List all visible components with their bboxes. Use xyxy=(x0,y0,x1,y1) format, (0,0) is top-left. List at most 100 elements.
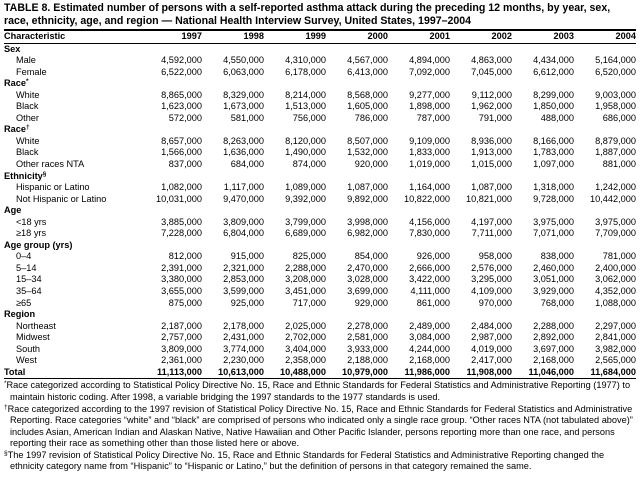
section-row: Race† xyxy=(4,124,636,136)
cell-value: 781,000 xyxy=(602,251,636,262)
year-header: 2002 xyxy=(450,28,512,44)
row-label: White xyxy=(16,135,40,146)
cell-value: 2,581,000 xyxy=(347,332,388,343)
cell-value: 1,887,000 xyxy=(595,147,636,158)
row-label: West xyxy=(16,355,37,366)
section-cell: Sex xyxy=(4,43,636,55)
footnote-mark: * xyxy=(25,78,29,86)
row-label: <18 yrs xyxy=(16,216,47,227)
cell-value: 4,197,000 xyxy=(471,216,512,227)
cell-value: 3,933,000 xyxy=(347,343,388,354)
cell-value: 9,109,000 xyxy=(409,135,450,146)
section-cell: Age xyxy=(4,205,636,217)
cell-value: 926,000 xyxy=(416,251,450,262)
cell-value: 3,799,000 xyxy=(285,216,326,227)
data-row: Male 4,592,000 4,550,000 4,310,000 4,567,000… xyxy=(4,55,636,67)
cell-value: 2,358,000 xyxy=(285,355,326,366)
footnote: †Race categorized according to the 1997 … xyxy=(4,404,636,449)
cell-value: 3,051,000 xyxy=(533,274,574,285)
section-cell: Race* xyxy=(4,78,636,90)
cell-value: 6,804,000 xyxy=(223,228,264,239)
cell-value: 7,711,000 xyxy=(471,228,512,239)
cell-value: 11,908,000 xyxy=(450,366,512,380)
cell-value: 8,299,000 xyxy=(533,89,574,100)
footnote-text: Race categorized according to the 1997 r… xyxy=(7,404,633,448)
cell-value: 8,865,000 xyxy=(161,89,202,100)
cell-value: 3,697,000 xyxy=(533,343,574,354)
section-row: Race* xyxy=(4,78,636,90)
cell-value: 2,168,000 xyxy=(533,355,574,366)
cell-value: 10,979,000 xyxy=(326,366,388,380)
section-title: Ethnicity xyxy=(4,170,43,181)
section-cell: Ethnicity§ xyxy=(4,171,636,183)
document: TABLE 8. Estimated number of persons wit… xyxy=(4,2,636,472)
section-title: Age xyxy=(4,205,22,216)
cell-value: 915,000 xyxy=(230,251,264,262)
section-title: Race xyxy=(4,78,26,89)
cell-value: 2,278,000 xyxy=(347,320,388,331)
row-label: 5–14 xyxy=(16,262,37,273)
cell-value: 2,484,000 xyxy=(471,320,512,331)
row-label: Not Hispanic or Latino xyxy=(16,193,107,204)
cell-value: 3,809,000 xyxy=(223,216,264,227)
cell-value: 3,885,000 xyxy=(161,216,202,227)
cell-value: 1,318,000 xyxy=(533,182,574,193)
cell-value: 10,488,000 xyxy=(264,366,326,380)
cell-value: 2,025,000 xyxy=(285,320,326,331)
data-row: West 2,361,000 2,230,000 2,358,000 2,188,000… xyxy=(4,355,636,367)
cell-value: 4,352,000 xyxy=(595,286,636,297)
footnote: *Race categorized according to Statistic… xyxy=(4,380,636,403)
footnote-mark: † xyxy=(4,404,8,411)
cell-value: 3,809,000 xyxy=(161,343,202,354)
cell-value: 10,031,000 xyxy=(156,193,202,204)
cell-value: 3,655,000 xyxy=(161,286,202,297)
cell-value: 875,000 xyxy=(168,297,202,308)
cell-value: 1,898,000 xyxy=(409,101,450,112)
cell-value: 2,460,000 xyxy=(533,262,574,273)
cell-value: 8,879,000 xyxy=(595,135,636,146)
cell-value: 2,489,000 xyxy=(409,320,450,331)
cell-value: 2,565,000 xyxy=(595,355,636,366)
footnote-mark: § xyxy=(42,170,47,178)
cell-value: 7,092,000 xyxy=(409,66,450,77)
cell-value: 1,636,000 xyxy=(223,147,264,158)
cell-value: 8,166,000 xyxy=(533,135,574,146)
cell-value: 9,277,000 xyxy=(409,89,450,100)
cell-value: 3,062,000 xyxy=(595,274,636,285)
section-row: Sex xyxy=(4,43,636,55)
data-row: ≥65 875,000 925,000 717,000 929,000 861,000 97… xyxy=(4,298,636,310)
year-header: 1998 xyxy=(202,28,264,44)
cell-value: 881,000 xyxy=(602,159,636,170)
cell-value: 8,329,000 xyxy=(223,89,264,100)
cell-value: 8,568,000 xyxy=(347,89,388,100)
cell-value: 8,263,000 xyxy=(223,135,264,146)
cell-value: 3,208,000 xyxy=(285,274,326,285)
cell-value: 787,000 xyxy=(416,112,450,123)
cell-value: 920,000 xyxy=(354,159,388,170)
cell-value: 11,046,000 xyxy=(512,366,574,380)
cell-value: 572,000 xyxy=(168,112,202,123)
data-row: <18 yrs 3,885,000 3,809,000 3,799,000 3,998,… xyxy=(4,217,636,229)
data-row: 15–34 3,380,000 2,853,000 3,208,000 3,028,00… xyxy=(4,274,636,286)
cell-value: 958,000 xyxy=(478,251,512,262)
cell-value: 7,045,000 xyxy=(471,66,512,77)
footnote-mark: * xyxy=(4,380,7,388)
cell-value: 3,975,000 xyxy=(595,216,636,227)
cell-value: 3,975,000 xyxy=(533,216,574,227)
section-title: Age group (yrs) xyxy=(4,239,73,250)
cell-value: 768,000 xyxy=(540,297,574,308)
cell-value: 812,000 xyxy=(168,251,202,262)
footnote-text: The 1997 revision of Statistical Policy … xyxy=(7,450,605,472)
cell-value: 3,380,000 xyxy=(161,274,202,285)
section-cell: Region xyxy=(4,309,636,321)
cell-value: 9,112,000 xyxy=(471,89,512,100)
cell-value: 2,188,000 xyxy=(347,355,388,366)
cell-value: 5,164,000 xyxy=(595,55,636,66)
cell-value: 6,520,000 xyxy=(595,66,636,77)
cell-value: 3,599,000 xyxy=(223,286,264,297)
cell-value: 7,709,000 xyxy=(595,228,636,239)
cell-value: 2,702,000 xyxy=(285,332,326,343)
data-row: 35–64 3,655,000 3,599,000 3,451,000 3,699,00… xyxy=(4,286,636,298)
